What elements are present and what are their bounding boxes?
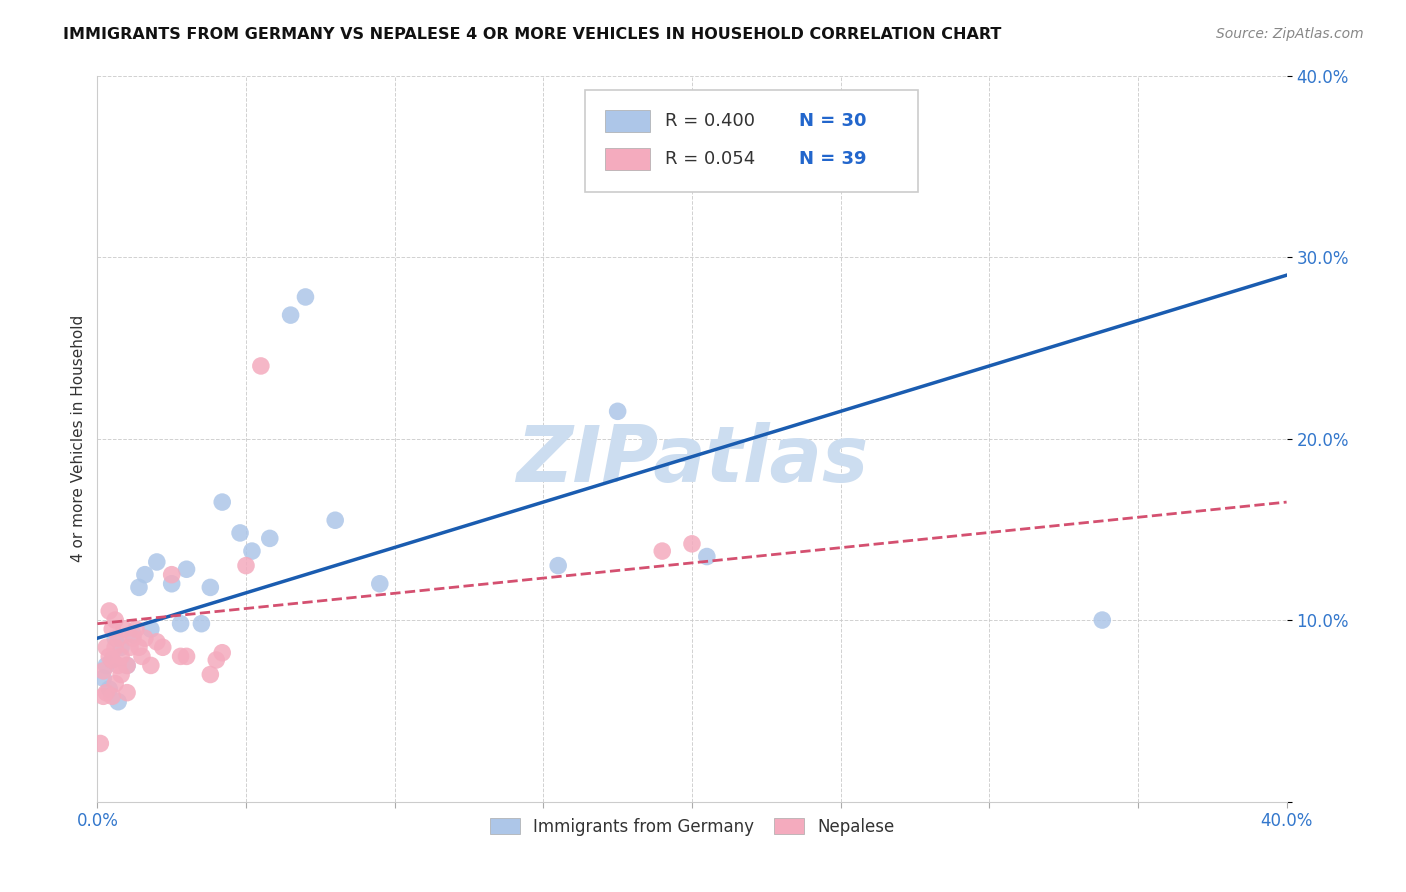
- Point: [104, 676, 127, 690]
- FancyBboxPatch shape: [605, 148, 651, 169]
- Point: [205, 653, 228, 667]
- Point: [134, 567, 156, 582]
- Point: [681, 537, 703, 551]
- Point: [169, 616, 191, 631]
- Point: [91, 671, 114, 685]
- Point: [294, 290, 316, 304]
- Point: [1091, 613, 1114, 627]
- Point: [122, 627, 145, 641]
- Text: Source: ZipAtlas.com: Source: ZipAtlas.com: [1216, 27, 1364, 41]
- Point: [104, 640, 127, 655]
- Point: [107, 695, 129, 709]
- Text: N = 30: N = 30: [799, 112, 866, 130]
- Point: [96, 686, 118, 700]
- Point: [146, 555, 169, 569]
- Point: [160, 567, 183, 582]
- Point: [96, 658, 118, 673]
- Point: [115, 686, 138, 700]
- Point: [101, 653, 124, 667]
- Point: [200, 667, 222, 681]
- Point: [606, 404, 628, 418]
- Point: [131, 649, 153, 664]
- Point: [98, 681, 121, 696]
- Point: [110, 640, 132, 655]
- Point: [101, 622, 124, 636]
- Point: [134, 631, 156, 645]
- Point: [98, 604, 121, 618]
- Point: [104, 631, 127, 645]
- Point: [98, 649, 121, 664]
- Point: [128, 640, 150, 655]
- Point: [139, 658, 162, 673]
- Point: [101, 690, 124, 704]
- Point: [107, 631, 129, 645]
- Point: [152, 640, 174, 655]
- Point: [91, 690, 114, 704]
- Point: [128, 581, 150, 595]
- Point: [110, 649, 132, 664]
- FancyBboxPatch shape: [585, 90, 918, 192]
- Point: [89, 737, 111, 751]
- Point: [115, 658, 138, 673]
- Point: [96, 640, 118, 655]
- Point: [368, 576, 391, 591]
- Point: [176, 649, 198, 664]
- Point: [115, 658, 138, 673]
- Point: [240, 544, 263, 558]
- Point: [200, 581, 222, 595]
- Point: [101, 653, 124, 667]
- Point: [169, 649, 191, 664]
- Point: [112, 622, 135, 636]
- Point: [547, 558, 569, 573]
- Point: [125, 622, 148, 636]
- Text: R = 0.400: R = 0.400: [665, 112, 755, 130]
- Text: ZIPatlas: ZIPatlas: [516, 422, 868, 499]
- Point: [235, 558, 257, 573]
- Point: [229, 525, 252, 540]
- Point: [211, 495, 233, 509]
- Point: [110, 667, 132, 681]
- Point: [190, 616, 212, 631]
- Point: [211, 646, 233, 660]
- Point: [139, 622, 162, 636]
- Point: [146, 635, 169, 649]
- Text: IMMIGRANTS FROM GERMANY VS NEPALESE 4 OR MORE VEHICLES IN HOUSEHOLD CORRELATION : IMMIGRANTS FROM GERMANY VS NEPALESE 4 OR…: [63, 27, 1001, 42]
- Point: [104, 613, 127, 627]
- Point: [122, 631, 145, 645]
- Text: R = 0.054: R = 0.054: [665, 150, 755, 168]
- Point: [280, 308, 302, 322]
- Y-axis label: 4 or more Vehicles in Household: 4 or more Vehicles in Household: [72, 315, 86, 562]
- Point: [160, 576, 183, 591]
- Point: [250, 359, 273, 373]
- Point: [651, 544, 673, 558]
- Point: [91, 664, 114, 678]
- FancyBboxPatch shape: [605, 111, 651, 132]
- Point: [107, 658, 129, 673]
- Point: [696, 549, 718, 564]
- Point: [176, 562, 198, 576]
- Text: N = 39: N = 39: [799, 150, 866, 168]
- Point: [120, 640, 142, 655]
- Point: [323, 513, 346, 527]
- Point: [259, 532, 281, 546]
- Legend: Immigrants from Germany, Nepalese: Immigrants from Germany, Nepalese: [481, 809, 903, 844]
